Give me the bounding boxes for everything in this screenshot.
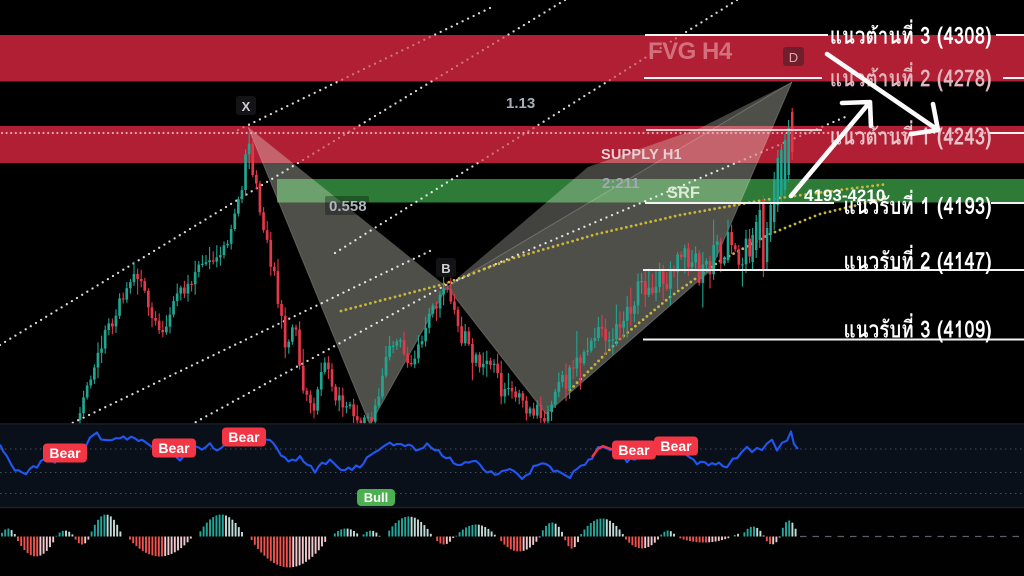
svg-text:SUPPLY H1: SUPPLY H1	[601, 147, 682, 163]
svg-text:FVG H4: FVG H4	[648, 38, 733, 65]
svg-text:4193-4210: 4193-4210	[804, 186, 885, 205]
svg-text:Bear: Bear	[49, 445, 81, 461]
svg-text:0.558: 0.558	[329, 198, 367, 215]
svg-text:Bear: Bear	[660, 438, 692, 454]
svg-text:2:211: 2:211	[602, 175, 640, 192]
svg-text:Bear: Bear	[158, 440, 190, 456]
svg-text:X: X	[242, 99, 251, 114]
svg-text:Bear: Bear	[618, 442, 650, 458]
svg-text:D: D	[789, 50, 798, 65]
svg-text:Bull: Bull	[364, 490, 389, 505]
svg-text:SRF: SRF	[667, 184, 700, 202]
svg-text:Bear: Bear	[228, 429, 260, 445]
svg-text:B: B	[441, 261, 450, 276]
svg-text:1.13: 1.13	[506, 95, 535, 112]
